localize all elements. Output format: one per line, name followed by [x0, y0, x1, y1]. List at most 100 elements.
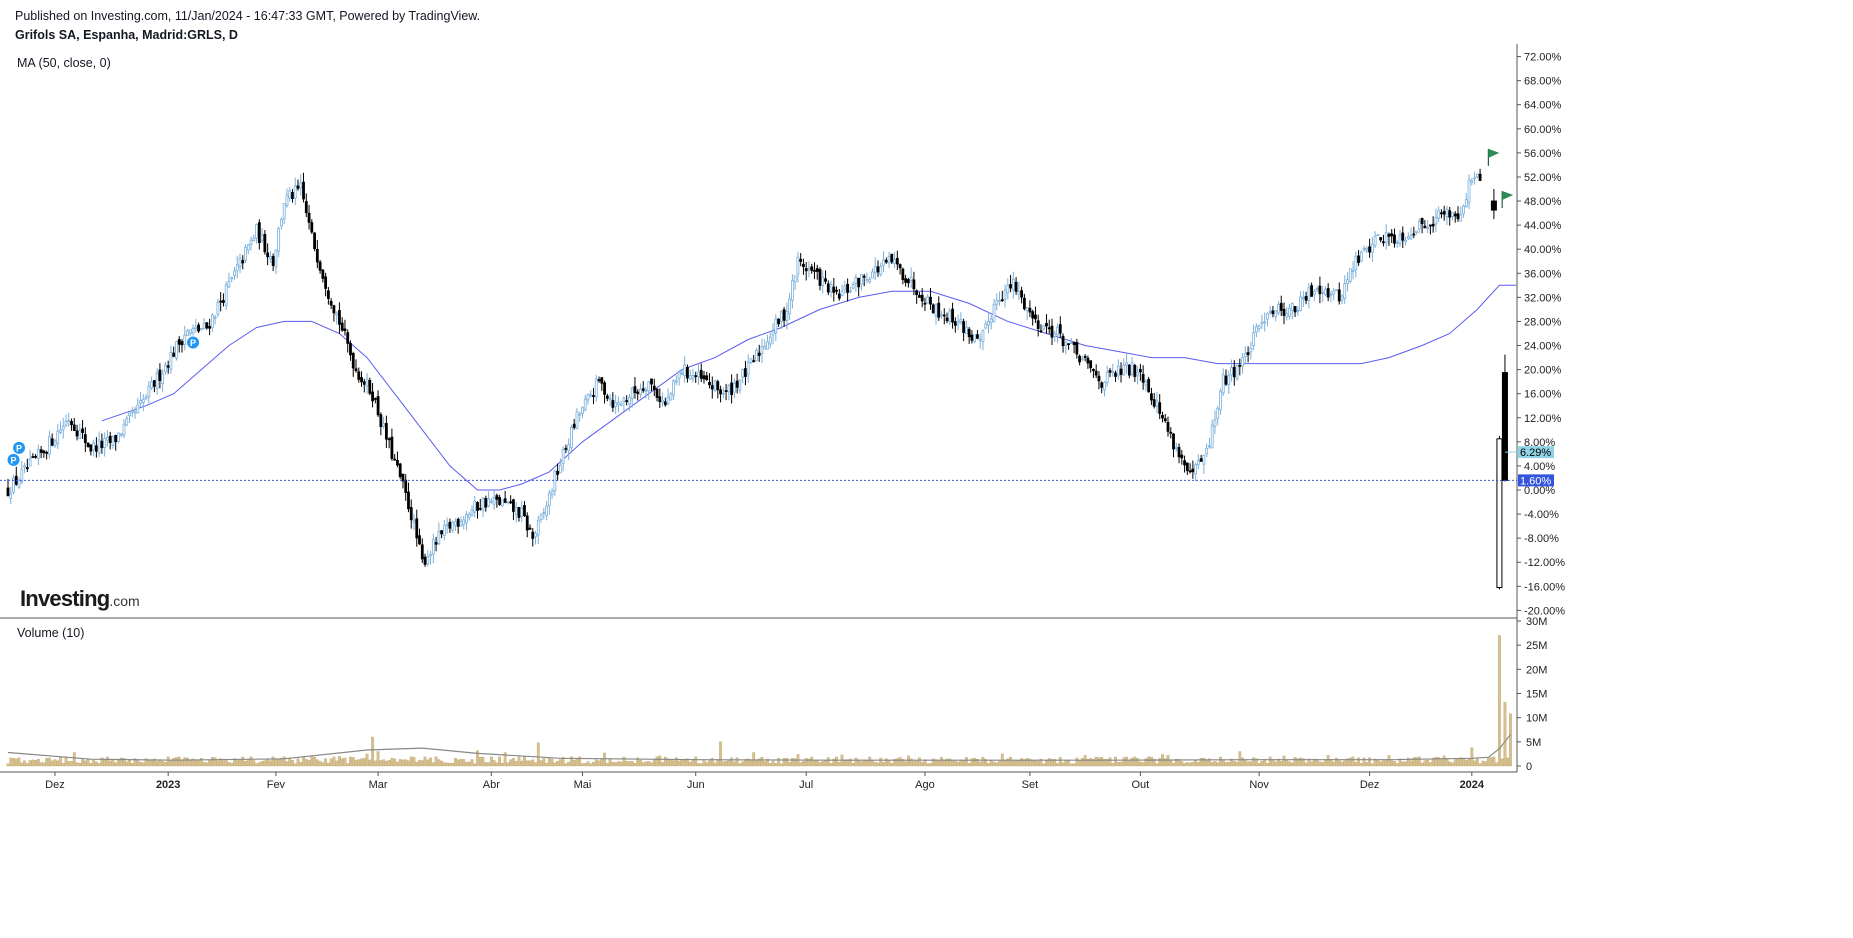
- volume-bar: [117, 759, 120, 767]
- volume-bar: [103, 759, 107, 767]
- volume-bar: [1067, 759, 1070, 767]
- volume-bar: [890, 763, 894, 767]
- candle-body: [931, 304, 935, 314]
- candle-body: [1451, 212, 1454, 217]
- candle-body: [1232, 366, 1236, 378]
- volume-axis[interactable]: 30M 25M 20M 15M 10M 5M 0: [1517, 616, 1547, 773]
- candle-body: [539, 514, 543, 520]
- candle-body: [246, 244, 250, 251]
- volume-bar: [730, 757, 734, 767]
- candle-body: [995, 300, 999, 305]
- candlestick-layer: [6, 168, 1508, 590]
- candle-body: [694, 375, 698, 378]
- volume-bar: [1254, 758, 1258, 767]
- candle-body: [106, 437, 109, 441]
- candle-body: [1224, 375, 1228, 385]
- candle-body: [771, 330, 775, 336]
- volume-bar: [500, 762, 504, 767]
- volume-bar: [1069, 763, 1073, 767]
- candle-body: [122, 423, 126, 436]
- volume-bar: [130, 763, 134, 767]
- volume-bar: [592, 762, 595, 767]
- candle-body: [929, 296, 932, 305]
- volume-bar: [136, 760, 140, 767]
- time-axis[interactable]: Dez 2023 Fev Mar Abr Mai Jun Jul Ago Set Out Nov Dez…: [45, 772, 1485, 791]
- candle-body: [846, 283, 850, 293]
- candle-body: [708, 381, 711, 386]
- candle-body: [1296, 309, 1300, 312]
- volume-bar: [636, 757, 640, 767]
- candle-body: [1086, 357, 1090, 364]
- volume-bar: [1470, 747, 1474, 767]
- candle-body: [365, 378, 369, 387]
- candle-body: [92, 442, 96, 451]
- volume-bar: [970, 758, 974, 767]
- volume-bar: [512, 758, 515, 767]
- volume-bar: [898, 757, 902, 767]
- candle-body: [592, 395, 595, 397]
- candle-body: [854, 276, 858, 284]
- candle-body: [1196, 460, 1200, 466]
- volume-bar: [495, 762, 499, 767]
- volume-bar: [603, 752, 606, 767]
- volume-bar: [506, 762, 510, 767]
- volume-bar: [1412, 757, 1416, 767]
- volume-bar: [420, 760, 424, 767]
- volume-bar: [1194, 760, 1198, 767]
- candle-body: [1299, 296, 1302, 311]
- candle-body: [481, 497, 485, 511]
- volume-bar: [887, 760, 891, 767]
- candle-body: [821, 276, 825, 286]
- volume-bar: [70, 761, 73, 767]
- candle-body: [1496, 438, 1503, 589]
- candle-body: [180, 341, 184, 346]
- candle-body: [506, 501, 510, 504]
- candle-body: [39, 449, 43, 453]
- volume-bar: [1370, 763, 1374, 767]
- candle-body: [570, 426, 573, 448]
- price-tick-label: -12.00%: [1524, 557, 1565, 569]
- volume-bar: [813, 760, 816, 767]
- volume-bar: [12, 758, 15, 767]
- volume-bar: [995, 762, 999, 767]
- volume-bar: [194, 759, 198, 767]
- candle-body: [757, 352, 761, 356]
- volume-bar: [851, 762, 855, 767]
- candle-body: [459, 521, 463, 527]
- price-axis[interactable]: 72.00% 68.00% 64.00% 60.00% 56.00% 52.00% 48.0…: [1517, 52, 1565, 618]
- volume-bar: [639, 759, 642, 767]
- candle-body: [545, 506, 548, 516]
- candle-body: [1163, 418, 1167, 422]
- volume-indicator-label[interactable]: Volume (10): [17, 626, 85, 640]
- candle-body: [429, 553, 432, 557]
- candle-body: [633, 386, 637, 393]
- candle-body: [431, 539, 435, 555]
- candle-body: [578, 413, 582, 416]
- volume-bar: [550, 758, 554, 767]
- price-tick-label: 20.00%: [1524, 365, 1562, 377]
- volume-bar: [434, 756, 438, 767]
- ma-indicator-label[interactable]: MA (50, close, 0): [17, 56, 111, 70]
- candle-body: [895, 257, 899, 265]
- candle-body: [280, 219, 283, 227]
- ma-line-layer: [101, 284, 1516, 491]
- candle-body: [647, 381, 651, 392]
- candle-body: [1288, 307, 1291, 317]
- volume-bar: [321, 762, 325, 767]
- candle-body: [1210, 424, 1214, 449]
- volume-bar: [238, 760, 242, 767]
- candle-body: [1362, 247, 1366, 250]
- volume-bar: [1462, 758, 1465, 767]
- candle-body: [705, 375, 709, 380]
- volume-bar: [774, 763, 778, 767]
- candle-body: [1202, 455, 1206, 465]
- candle-body: [882, 259, 885, 266]
- candle-body: [462, 519, 466, 525]
- volume-bar: [1235, 761, 1239, 767]
- volume-bar: [755, 759, 758, 767]
- volume-bar: [1188, 762, 1192, 767]
- volume-bar: [227, 762, 231, 767]
- volume-bar: [384, 760, 388, 767]
- candle-body: [536, 519, 540, 536]
